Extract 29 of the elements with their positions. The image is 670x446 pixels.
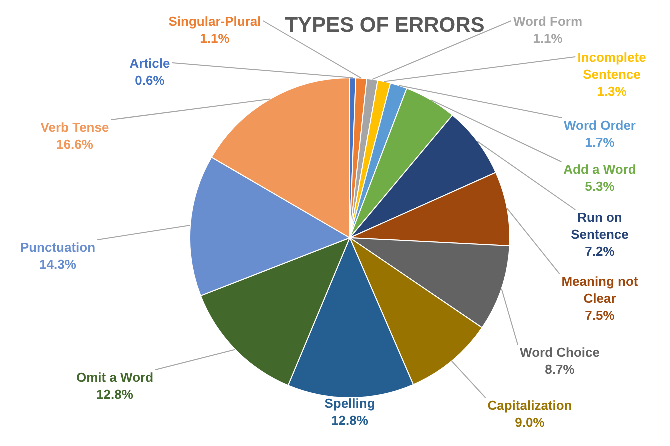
- slice-label: Word Choice: [520, 345, 600, 360]
- slice-label: Meaning not Clear: [562, 274, 639, 306]
- data-label: 7.2%: [585, 244, 616, 259]
- slice-label: Run on Sentence: [571, 210, 629, 242]
- slice-label: Word Order: [564, 118, 636, 133]
- data-label: 1.7%: [585, 135, 616, 150]
- slice-label: Incomplete Sentence: [578, 50, 646, 82]
- data-label: 16.6%: [56, 137, 94, 152]
- data-label: 12.8%: [96, 387, 134, 402]
- slice-label: Verb Tense: [40, 120, 110, 135]
- data-label: 5.3%: [585, 179, 616, 194]
- data-label: 12.8%: [332, 413, 369, 428]
- data-label: 1.1%: [533, 31, 564, 46]
- slice-label: Word Form: [513, 14, 583, 29]
- slice-label: Singular-Plural: [168, 14, 262, 29]
- slice-label: Punctuation: [20, 240, 96, 255]
- data-label: 8.7%: [545, 362, 576, 377]
- data-label: 9.0%: [515, 415, 546, 430]
- slice-label: Capitalization: [488, 398, 572, 413]
- chart-title: TYPES OF ERRORS: [285, 14, 485, 37]
- slice-label: Article: [130, 56, 170, 71]
- slice-label: Omit a Word: [76, 370, 154, 385]
- slice-label: Spelling: [324, 396, 376, 411]
- data-label: 7.5%: [585, 308, 616, 323]
- data-label: 1.3%: [597, 84, 628, 99]
- slice-label: Add a Word: [564, 162, 636, 177]
- data-label: 1.1%: [200, 31, 230, 46]
- data-label: 14.3%: [40, 257, 77, 272]
- data-label: 0.6%: [135, 73, 166, 88]
